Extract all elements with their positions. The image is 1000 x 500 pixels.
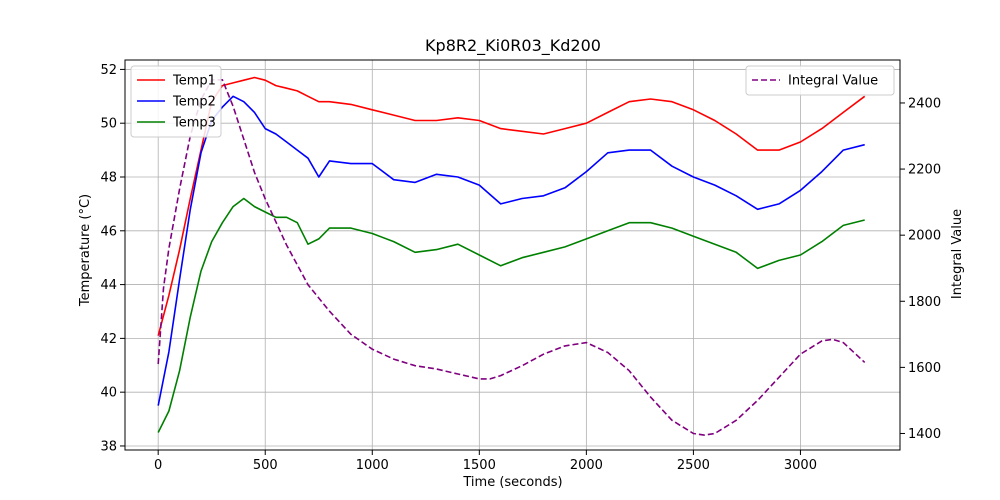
legend-label: Temp1 xyxy=(172,74,216,89)
series-line-temp3 xyxy=(157,197,865,433)
legend-label: Temp2 xyxy=(172,95,216,110)
y2-tick-label: 1400 xyxy=(908,427,941,442)
x-tick-label: 500 xyxy=(253,458,278,473)
axis-ticks: 0 500 1000 1500 2000 2500 3000 38 40 42 44 46 48 50 52… xyxy=(100,63,941,473)
series-lines xyxy=(157,76,866,436)
x-tick-label: 2000 xyxy=(570,458,603,473)
y-tick-label: 52 xyxy=(100,63,117,78)
x-tick-label: 3000 xyxy=(784,458,817,473)
series-line-integral-value xyxy=(157,79,866,436)
y-tick-label: 48 xyxy=(100,171,117,186)
chart-title: Kp8R2_Ki0R03_Kd200 xyxy=(425,36,601,56)
y-tick-label: 38 xyxy=(100,439,117,454)
y-tick-label: 44 xyxy=(100,278,117,293)
legend-integral: Integral Value xyxy=(745,65,895,96)
series-line-temp2 xyxy=(157,95,865,406)
y2-tick-label: 2200 xyxy=(908,163,941,178)
legend-label: Integral Value xyxy=(788,74,878,89)
y-tick-label: 46 xyxy=(100,224,117,239)
y-axis-title: Temperature (°C) xyxy=(78,194,93,307)
y-tick-label: 40 xyxy=(100,386,117,401)
x-tick-label: 2500 xyxy=(677,458,710,473)
legend-temperatures: Temp1 Temp2 Temp3 xyxy=(130,65,222,138)
x-tick-label: 0 xyxy=(154,458,162,473)
y2-tick-label: 1600 xyxy=(908,361,941,376)
plot-frame xyxy=(124,59,901,451)
x-axis-title: Time (seconds) xyxy=(462,475,562,490)
x-tick-label: 1500 xyxy=(463,458,496,473)
legend-label: Temp3 xyxy=(172,116,216,131)
legend-box xyxy=(130,65,222,138)
y2-axis-title: Integral Value xyxy=(950,209,965,299)
series-line-temp1 xyxy=(157,76,866,336)
y2-tick-label: 2000 xyxy=(908,229,941,244)
grid xyxy=(125,60,900,450)
legend-box xyxy=(745,65,895,96)
y2-tick-label: 2400 xyxy=(908,96,941,111)
y-tick-label: 50 xyxy=(100,117,117,132)
y-tick-label: 42 xyxy=(100,332,117,347)
y2-tick-label: 1800 xyxy=(908,295,941,310)
x-tick-label: 1000 xyxy=(356,458,389,473)
